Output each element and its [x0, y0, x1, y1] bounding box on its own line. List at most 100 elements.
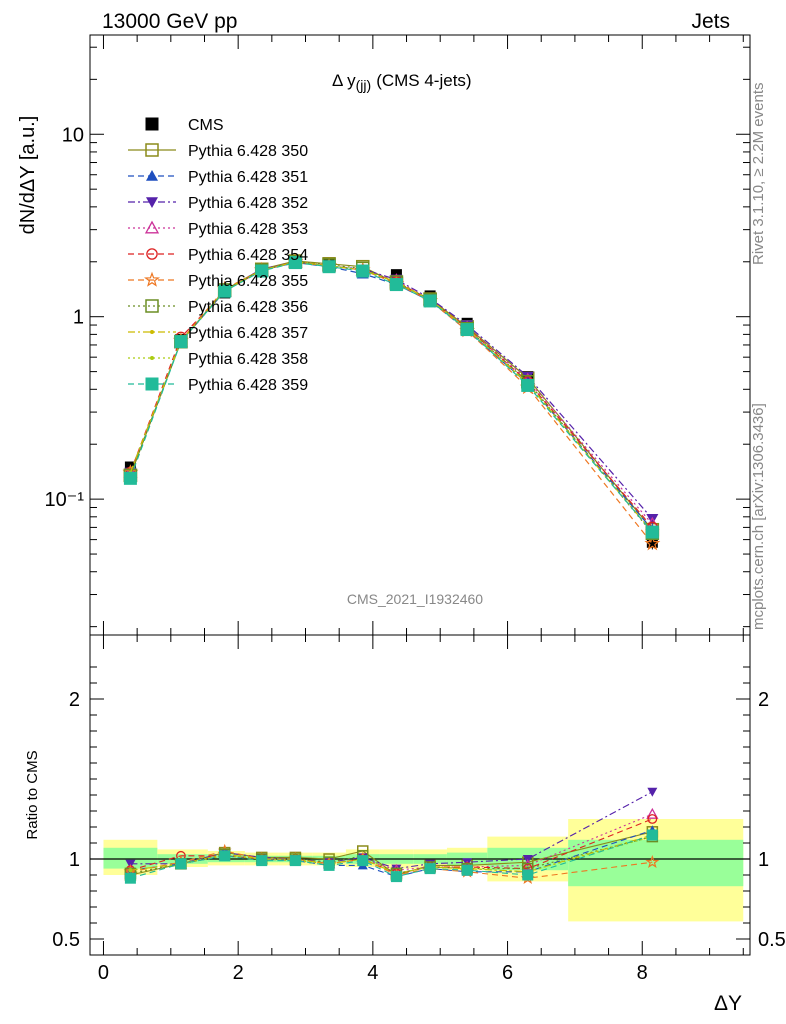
- ratio-ytick-label-right: 0.5: [758, 929, 786, 951]
- legend-item-pythia-6-428-355: Pythia 6.428 355: [128, 271, 308, 290]
- watermark-label: CMS_2021_I1932460: [347, 591, 483, 607]
- ratio-point-pythia-6-428-359: [390, 871, 402, 883]
- ratio-xtick-label: 6: [502, 962, 513, 984]
- ratio-xtick-label: 8: [637, 962, 648, 984]
- ratio-point-pythia-6-428-359: [124, 872, 136, 884]
- data-point-pythia-6-428-359: [322, 260, 336, 274]
- legend-item-pythia-6-428-350: Pythia 6.428 350: [128, 143, 308, 160]
- title-rest: (CMS 4-jets): [376, 71, 471, 90]
- ratio-point-pythia-6-428-359: [219, 850, 231, 862]
- ratio-xtick-label: 2: [233, 962, 244, 984]
- ratio-ytick-label-left: 1: [69, 849, 80, 871]
- title-main: Δ y: [332, 71, 356, 90]
- legend-label: Pythia 6.428 352: [188, 195, 308, 212]
- legend-marker: [145, 117, 159, 131]
- data-point-pythia-6-428-355: [644, 535, 661, 551]
- data-point-pythia-6-428-359: [521, 378, 535, 392]
- legend-item-pythia-6-428-356: Pythia 6.428 356: [128, 299, 308, 316]
- legend-item-cms: CMS: [145, 117, 224, 134]
- legend-label: Pythia 6.428 355: [188, 273, 308, 290]
- legend-label: Pythia 6.428 351: [188, 169, 308, 186]
- legend-label: Pythia 6.428 357: [188, 325, 308, 342]
- ratio-panel: 0 2 4 6 8 0.5 0.5 1 1 2 2: [52, 634, 786, 984]
- data-point-pythia-6-428-359: [288, 256, 302, 270]
- main-ytick-label: 1: [73, 307, 84, 329]
- data-point-pythia-6-428-359: [218, 284, 232, 298]
- ratio-line-pythia-6-428-355: [130, 850, 653, 879]
- legend-item-pythia-6-428-359: Pythia 6.428 359: [128, 377, 308, 394]
- series-line-pythia-6-428-359: [129, 261, 653, 533]
- y-axis-label-main: dN/dΔY [a.u.]: [17, 116, 39, 235]
- x-axis-label: ΔY: [714, 992, 742, 1015]
- legend-item-pythia-6-428-357: Pythia 6.428 357: [128, 325, 308, 342]
- legend-marker: [144, 271, 160, 287]
- ratio-xtick-label: 0: [98, 962, 109, 984]
- ratio-line-pythia-6-428-354: [130, 818, 653, 874]
- legend-marker: [145, 377, 159, 391]
- ratio-band-green-11: [568, 839, 744, 887]
- data-point-pythia-6-428-352: [646, 514, 659, 525]
- ratio-line-pythia-6-428-351: [130, 829, 653, 878]
- legend: CMS Pythia 6.428 350 Pythia 6.428 351 Pythi…: [128, 117, 308, 394]
- ratio-ytick-label-right: 2: [758, 689, 769, 711]
- data-point-pythia-6-428-359: [389, 278, 403, 292]
- data-point-pythia-6-428-359: [255, 264, 269, 278]
- ratio-series-pythia-6-428-359: [124, 829, 658, 884]
- header-right: Jets: [691, 10, 730, 33]
- main-panel: 10⁻¹ 1 10 CMS Pythia 6.428 350 Pythia 6.428 3…: [45, 34, 751, 636]
- legend-marker: [150, 330, 154, 334]
- legend-marker: [144, 220, 160, 234]
- ratio-point-pythia-6-428-359: [461, 864, 473, 876]
- data-point-pythia-6-428-359: [356, 264, 370, 278]
- ratio-point-pythia-6-428-358: [128, 868, 133, 873]
- ratio-point-pythia-6-428-359: [256, 855, 268, 867]
- ratio-ytick-label-left: 2: [69, 689, 80, 711]
- ratio-xtick-label: 4: [367, 962, 378, 984]
- legend-marker: [150, 356, 154, 360]
- side-label-mcplots: mcplots.cern.ch [arXiv:1306.3436]: [750, 403, 767, 630]
- legend-marker: [145, 143, 159, 157]
- ratio-point-pythia-6-428-354: [647, 814, 658, 824]
- ratio-band-green-0: [103, 847, 158, 869]
- ratio-ytick-label-left: 0.5: [52, 929, 80, 951]
- legend-item-pythia-6-428-351: Pythia 6.428 351: [128, 169, 308, 186]
- ratio-point-pythia-6-428-359: [323, 859, 335, 871]
- ratio-point-pythia-6-428-353: [646, 807, 659, 819]
- ratio-line-pythia-6-428-350: [130, 831, 653, 876]
- ratio-point-pythia-6-428-352: [647, 787, 658, 797]
- legend-marker: [145, 299, 159, 313]
- ratio-point-pythia-6-428-359: [522, 869, 534, 881]
- ratio-point-pythia-6-428-359: [424, 863, 436, 875]
- legend-label: Pythia 6.428 353: [188, 221, 308, 238]
- y-axis-label-ratio: Ratio to CMS: [24, 750, 41, 839]
- main-ytick-label: 10: [62, 124, 84, 146]
- ratio-point-pythia-6-428-359: [175, 858, 187, 870]
- legend-item-pythia-6-428-358: Pythia 6.428 358: [128, 351, 308, 368]
- legend-item-pythia-6-428-353: Pythia 6.428 353: [128, 220, 308, 238]
- data-point-pythia-6-428-359: [460, 323, 474, 337]
- ratio-point-pythia-6-428-355: [645, 854, 660, 869]
- data-point-pythia-6-428-359: [174, 335, 188, 349]
- legend-item-pythia-6-428-354: Pythia 6.428 354: [128, 247, 308, 264]
- legend-label: Pythia 6.428 356: [188, 299, 308, 316]
- title-sub: (jj): [356, 77, 372, 93]
- side-label-rivet: Rivet 3.1.10, ≥ 2.2M events: [750, 83, 767, 266]
- legend-item-pythia-6-428-352: Pythia 6.428 352: [128, 195, 308, 212]
- data-point-pythia-6-428-359: [123, 471, 137, 485]
- legend-marker: [146, 248, 158, 260]
- header-left: 13000 GeV pp: [102, 10, 237, 33]
- ratio-point-pythia-6-428-359: [289, 855, 301, 867]
- ratio-point-pythia-6-428-359: [357, 855, 369, 867]
- main-ytick-label: 10⁻¹: [45, 489, 85, 511]
- series-pythia-6-428-359: [123, 256, 659, 539]
- series-pythia-6-428-350: [123, 254, 660, 537]
- legend-label: Pythia 6.428 359: [188, 377, 308, 394]
- ratio-line-pythia-6-428-352: [130, 791, 653, 870]
- legend-marker: [146, 170, 158, 181]
- legend-label: CMS: [188, 117, 224, 134]
- ratio-line-pythia-6-428-359: [130, 834, 653, 879]
- plot-title: Δ y(jj) (CMS 4-jets): [332, 71, 472, 93]
- legend-marker: [146, 197, 158, 208]
- legend-label: Pythia 6.428 354: [188, 247, 308, 264]
